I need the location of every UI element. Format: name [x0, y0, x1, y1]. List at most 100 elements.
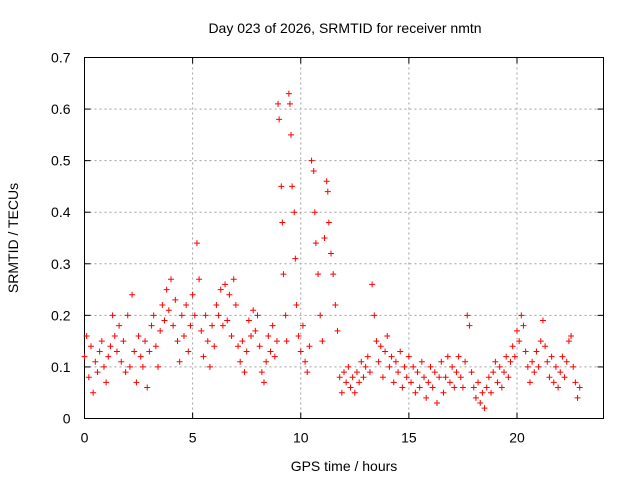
data-point: [83, 332, 90, 339]
data-point: [323, 178, 330, 185]
data-point: [364, 353, 371, 360]
data-point: [358, 358, 365, 365]
data-point: [276, 116, 283, 123]
data-point: [174, 338, 181, 345]
data-point: [92, 358, 99, 365]
data-point: [568, 332, 575, 339]
data-point: [405, 353, 412, 360]
data-point: [111, 332, 118, 339]
data-point: [239, 338, 246, 345]
data-point: [258, 369, 265, 376]
data-point: [273, 338, 280, 345]
data-point: [472, 394, 479, 401]
data-point: [438, 358, 445, 365]
data-point: [193, 240, 200, 247]
data-point: [248, 332, 255, 339]
data-point: [198, 327, 205, 334]
data-point: [449, 363, 456, 370]
data-point: [559, 353, 566, 360]
data-point: [292, 255, 299, 262]
data-point: [161, 317, 168, 324]
data-point: [254, 312, 261, 319]
data-points: [81, 90, 583, 412]
data-point: [444, 353, 451, 360]
data-point: [87, 343, 94, 350]
data-point: [336, 374, 343, 381]
data-point: [98, 338, 105, 345]
data-point: [561, 374, 568, 381]
data-point: [436, 374, 443, 381]
data-point: [243, 348, 250, 355]
data-point: [224, 317, 231, 324]
data-point: [324, 188, 331, 195]
data-point: [157, 327, 164, 334]
data-point: [213, 302, 220, 309]
data-point: [302, 358, 309, 365]
data-point: [144, 384, 151, 391]
data-point: [146, 348, 153, 355]
data-point: [501, 369, 508, 376]
data-point: [485, 374, 492, 381]
data-point: [332, 302, 339, 309]
data-point: [288, 131, 295, 138]
data-point: [315, 271, 322, 278]
data-point: [325, 219, 332, 226]
data-point: [453, 369, 460, 376]
data-point: [377, 343, 384, 350]
data-point: [548, 353, 555, 360]
data-point: [81, 353, 88, 360]
data-point: [152, 343, 159, 350]
data-point: [537, 338, 544, 345]
data-point: [230, 276, 237, 283]
data-point: [492, 358, 499, 365]
data-point: [418, 358, 425, 365]
data-point: [535, 363, 542, 370]
data-point: [137, 353, 144, 360]
data-point: [423, 394, 430, 401]
data-point: [341, 369, 347, 376]
data-point: [479, 389, 486, 396]
data-point: [311, 209, 318, 216]
data-point: [395, 369, 402, 376]
y-tick-label: 0.6: [51, 101, 71, 117]
data-point: [466, 322, 473, 329]
y-tick-label: 0.2: [51, 307, 71, 323]
data-point: [293, 302, 300, 309]
data-point: [116, 322, 123, 329]
data-point: [546, 374, 553, 381]
data-point: [516, 338, 523, 345]
data-point: [505, 374, 512, 381]
data-point: [462, 358, 469, 365]
data-point: [429, 384, 436, 391]
data-point: [96, 348, 103, 355]
data-point: [126, 363, 133, 370]
data-point: [408, 379, 415, 386]
data-point: [202, 312, 209, 319]
data-point: [468, 369, 475, 376]
data-point: [267, 348, 274, 355]
data-point: [440, 389, 447, 396]
data-point: [120, 338, 127, 345]
data-point: [526, 379, 533, 386]
data-point: [375, 358, 382, 365]
data-point: [470, 384, 477, 391]
data-point: [148, 322, 155, 329]
data-point: [496, 363, 503, 370]
data-point: [150, 312, 157, 319]
data-point: [103, 379, 110, 386]
data-point: [304, 369, 311, 376]
data-point: [139, 363, 146, 370]
data-point: [345, 363, 352, 370]
data-point: [85, 374, 92, 381]
x-axis-label: GPS time / hours: [291, 458, 398, 474]
data-point: [109, 312, 116, 319]
data-point: [351, 389, 358, 396]
data-point: [412, 389, 419, 396]
data-point: [176, 358, 183, 365]
data-point: [265, 332, 272, 339]
data-point: [107, 343, 114, 350]
data-point: [263, 358, 270, 365]
data-point: [522, 348, 529, 355]
y-tick-label: 0.7: [51, 50, 71, 66]
y-tick-label: 0.1: [51, 359, 71, 375]
